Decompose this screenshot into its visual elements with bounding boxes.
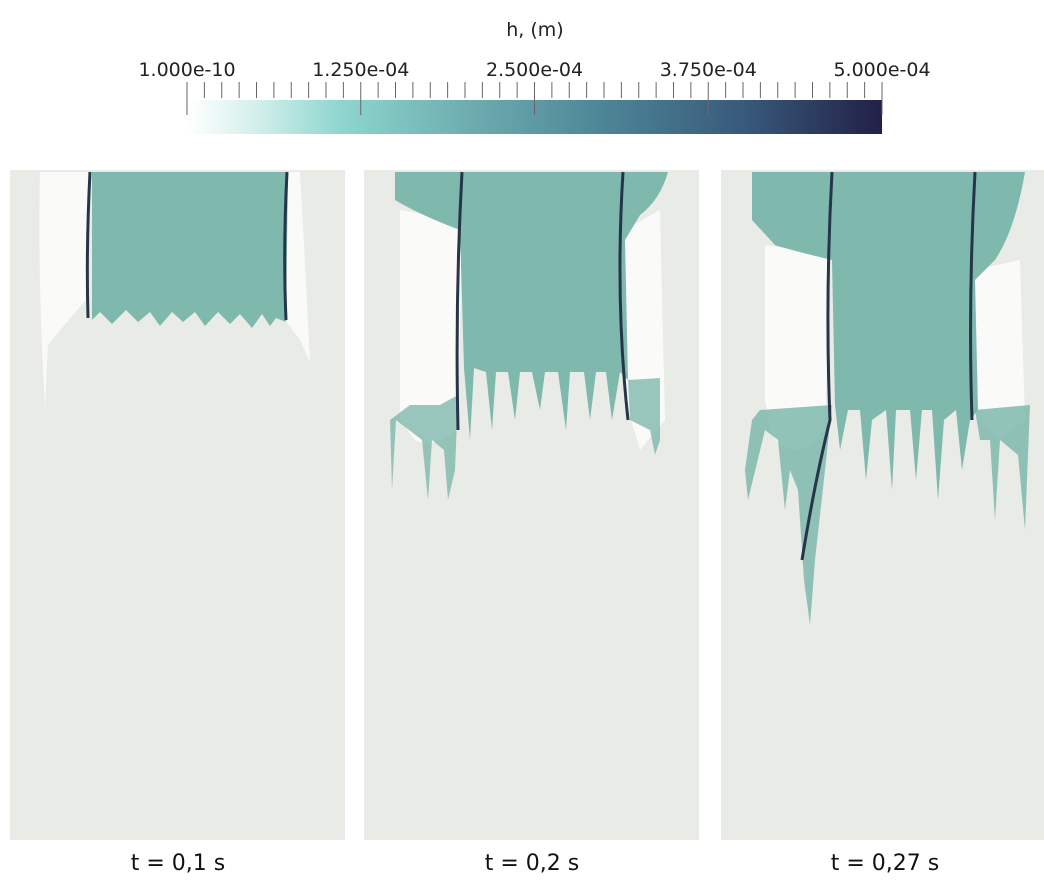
tick-label: 3.750e-04 xyxy=(660,59,757,81)
caption: t = 0,2 s xyxy=(485,851,580,876)
colorbar-title: h, (m) xyxy=(506,19,563,41)
colorbar: h, (m) 1.000e-10 1.250e-04 2.500e-04 3.750e… xyxy=(138,19,931,134)
tick-label: 1.000e-10 xyxy=(138,59,235,81)
caption: t = 0,1 s xyxy=(131,851,226,876)
panel: t = 0,27 s xyxy=(721,170,1044,876)
tick-label: 2.500e-04 xyxy=(486,59,583,81)
panel: t = 0,2 s xyxy=(364,170,699,876)
tick-label: 1.250e-04 xyxy=(312,59,409,81)
colorbar-ticks: 1.000e-10 1.250e-04 2.500e-04 3.750e-04 5.00… xyxy=(138,59,931,115)
caption: t = 0,27 s xyxy=(831,851,940,876)
panel: t = 0,1 s xyxy=(10,170,345,876)
tick-label: 5.000e-04 xyxy=(833,59,930,81)
